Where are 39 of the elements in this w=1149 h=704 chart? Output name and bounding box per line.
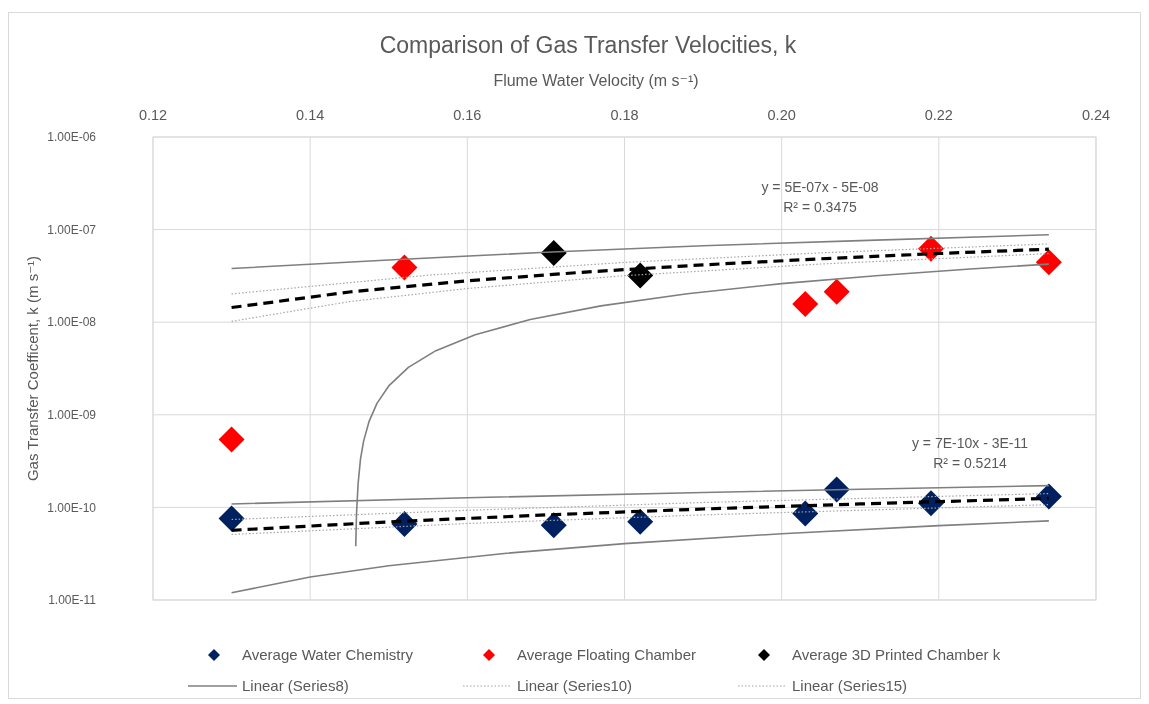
- point: [823, 278, 850, 305]
- point: [218, 426, 245, 453]
- x-tick-label: 0.18: [610, 107, 639, 123]
- x-tick-label: 0.14: [296, 107, 325, 123]
- y-tick-label: 1.00E-06: [47, 130, 97, 145]
- y-tick-label: 1.00E-10: [47, 500, 97, 515]
- y-tick-label: 1.00E-07: [47, 222, 97, 237]
- x-tick-label: 0.24: [1081, 107, 1111, 123]
- legend-label: Average 3D Printed Chamber k: [792, 646, 1001, 664]
- legend-label: Linear (Series10): [517, 677, 633, 695]
- line-series: [230, 520, 1050, 594]
- point: [1035, 249, 1062, 276]
- legend-label: Linear (Series15): [792, 677, 908, 695]
- line-series: [230, 233, 1050, 270]
- point: [218, 505, 245, 532]
- annotation: R² = 0.5214: [933, 454, 1007, 471]
- point: [1035, 483, 1062, 510]
- y-tick-label: 1.00E-08: [47, 315, 97, 330]
- x-tick-label: 0.22: [924, 107, 953, 123]
- annotation: y = 5E-07x - 5E-08: [761, 178, 879, 195]
- x-tick-label: 0.16: [453, 107, 482, 123]
- point: [627, 508, 654, 535]
- point: [792, 500, 819, 527]
- x-tick-label: 0.20: [767, 107, 796, 123]
- point: [792, 291, 819, 318]
- annotation: R² = 0.3475: [783, 198, 857, 215]
- legend-label: Average Floating Chamber: [517, 646, 696, 664]
- chart-title: Comparison of Gas Transfer Velocities, k: [379, 32, 797, 58]
- line-series: [230, 243, 1050, 295]
- y-tick-label: 1.00E-09: [47, 408, 97, 422]
- point: [627, 262, 654, 289]
- annotation: y = 7E-10x - 3E-11: [911, 434, 1029, 451]
- point: [391, 254, 418, 281]
- x-axis-title: Flume Water Velocity (m s⁻¹): [493, 72, 699, 89]
- y-tick-label: 1.00E-11: [48, 593, 97, 608]
- legend-label: Average Water Chemistry: [242, 646, 414, 664]
- y-axis-title: Gas Transfer Coefficent, k (m s⁻¹): [24, 255, 41, 482]
- x-tick-label: 0.12: [138, 107, 168, 123]
- legend-label: Linear (Series8): [242, 677, 349, 695]
